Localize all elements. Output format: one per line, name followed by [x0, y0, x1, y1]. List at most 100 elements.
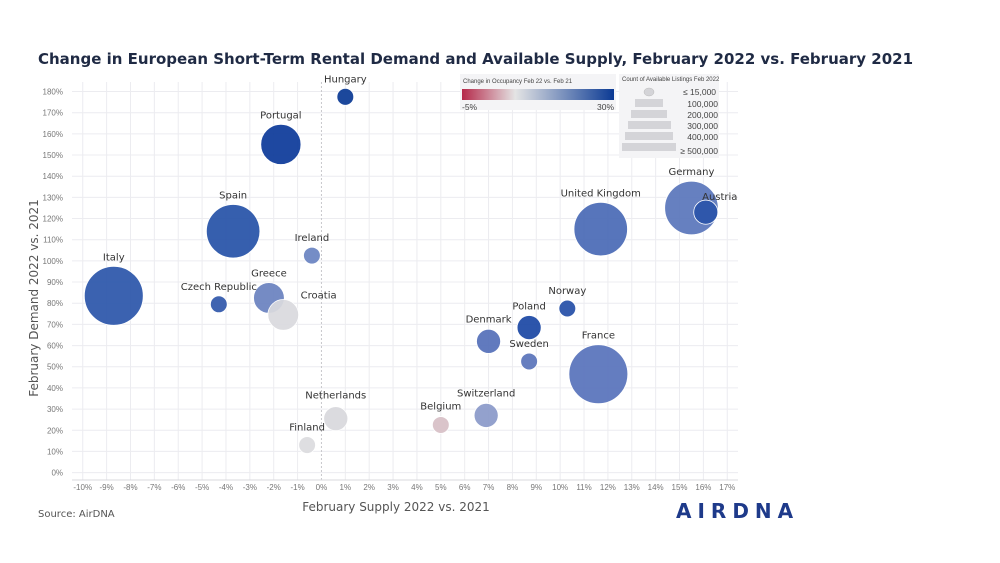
y-tick-label: 30% [47, 405, 63, 414]
x-tick-label: -1% [290, 483, 304, 492]
x-tick-label: 12% [600, 483, 616, 492]
y-tick-label: 110% [43, 236, 63, 245]
x-tick-label: 14% [648, 483, 664, 492]
x-tick-label: 6% [459, 483, 471, 492]
point-label-spain: Spain [219, 190, 247, 201]
x-tick-label: 2% [363, 483, 375, 492]
point-label-norway: Norway [548, 286, 586, 297]
point-spain [205, 204, 261, 259]
y-tick-label: 50% [47, 363, 63, 372]
point-croatia [267, 299, 300, 331]
point-label-croatia: Croatia [301, 290, 337, 301]
point-united-kingdom [573, 201, 628, 257]
x-tick-label: -4% [219, 483, 233, 492]
color-legend-title: Change in Occupancy Feb 22 vs. Feb 21 [463, 79, 573, 85]
y-tick-labels: 0% 10% 20% 30% 40% 50% 60% 70% 80% 90% 100% 110% 120… [43, 88, 63, 478]
point-hungary [336, 88, 355, 106]
x-tick-label: -9% [99, 483, 113, 492]
y-tick-label: 120% [43, 215, 63, 224]
point-label-germany: Germany [668, 167, 714, 178]
point-label-france: France [582, 331, 615, 342]
y-tick-label: 180% [43, 88, 63, 97]
color-legend-bar [462, 89, 614, 100]
x-tick-label: 0% [316, 483, 328, 492]
x-tick-label: 3% [387, 483, 399, 492]
point-label-hungary: Hungary [324, 74, 367, 85]
x-tick-labels: -10% -9% -8% -7% -6% -5% -4% -3% -2% -1% 0% 1% 2% 3% 4… [73, 483, 735, 492]
y-tick-label: 40% [47, 384, 63, 393]
point-netherlands [323, 406, 349, 432]
y-axis-title: February Demand 2022 vs. 2021 [27, 199, 41, 397]
size-legend-label-4: 300,000 [687, 121, 718, 131]
y-tick-label: 0% [51, 469, 63, 478]
size-legend-mark-6 [622, 143, 676, 151]
point-label-ireland: Ireland [295, 233, 330, 244]
y-tick-label: 10% [47, 447, 63, 456]
x-tick-label: 1% [340, 483, 352, 492]
x-tick-label: 15% [672, 483, 688, 492]
size-legend-label-6: ≥ 500,000 [680, 146, 718, 156]
point-denmark [476, 328, 501, 354]
size-legend-mark-3 [631, 110, 667, 118]
y-tick-label: 90% [47, 278, 63, 287]
point-belgium [431, 416, 450, 434]
point-ireland [303, 246, 321, 265]
size-legend: Count of Available Listings Feb 2022 ≤ 1… [619, 74, 720, 158]
size-legend-title: Count of Available Listings Feb 2022 [622, 77, 720, 83]
x-tick-label: 17% [719, 483, 735, 492]
color-legend-min: -5% [462, 102, 478, 112]
x-tick-label: 11% [576, 483, 591, 492]
x-tick-label: -2% [267, 483, 281, 492]
x-axis-title: February Supply 2022 vs. 2021 [302, 500, 490, 514]
point-portugal [260, 123, 302, 165]
x-tick-label: 4% [411, 483, 423, 492]
x-tick-label: 9% [531, 483, 543, 492]
size-legend-label-1: ≤ 15,000 [683, 87, 716, 97]
point-label-sweden: Sweden [509, 339, 549, 350]
x-tick-label: 16% [695, 483, 711, 492]
point-norway [558, 299, 577, 318]
data-points: Hungary Portugal Spain Ireland Italy Czech Re… [83, 74, 737, 454]
point-finland [298, 436, 316, 454]
point-switzerland [473, 402, 499, 428]
x-tick-label: -8% [123, 483, 137, 492]
size-legend-label-3: 200,000 [687, 110, 718, 120]
point-label-switzerland: Switzerland [457, 388, 515, 399]
point-label-greece: Greece [251, 269, 287, 280]
y-tick-label: 140% [43, 172, 63, 181]
x-tick-label: 13% [624, 483, 640, 492]
point-austria [693, 199, 719, 225]
y-tick-label: 70% [47, 320, 63, 329]
x-tick-label: 10% [552, 483, 568, 492]
point-label-denmark: Denmark [466, 314, 512, 325]
size-legend-mark-5 [625, 132, 673, 140]
x-tick-label: -3% [243, 483, 257, 492]
point-france [568, 344, 629, 405]
chart-title: Change in European Short-Term Rental Dem… [38, 50, 914, 68]
y-tick-label: 80% [47, 299, 63, 308]
point-label-italy: Italy [103, 252, 125, 263]
point-sweden [520, 352, 538, 371]
x-tick-label: -6% [171, 483, 185, 492]
y-tick-label: 100% [43, 257, 63, 266]
airdna-logo: AIRDNA [676, 499, 800, 523]
y-tick-label: 60% [47, 342, 63, 351]
size-legend-mark-4 [628, 121, 671, 129]
x-tick-label: 7% [483, 483, 495, 492]
point-label-united-kingdom: United Kingdom [561, 188, 641, 199]
point-label-czech-republic: Czech Republic [181, 282, 257, 293]
size-legend-mark-1 [643, 87, 655, 97]
y-tick-label: 150% [43, 151, 63, 160]
x-tick-label: 8% [507, 483, 519, 492]
point-italy [83, 265, 144, 326]
point-label-poland: Poland [512, 302, 545, 313]
color-legend: Change in Occupancy Feb 22 vs. Feb 21 -5… [460, 74, 616, 112]
x-tick-label: -10% [73, 483, 92, 492]
point-label-belgium: Belgium [420, 402, 461, 413]
y-tick-label: 130% [43, 193, 63, 202]
color-legend-max: 30% [597, 102, 614, 112]
point-label-austria: Austria [702, 192, 737, 203]
y-tick-label: 20% [47, 426, 63, 435]
x-tick-label: 5% [435, 483, 447, 492]
